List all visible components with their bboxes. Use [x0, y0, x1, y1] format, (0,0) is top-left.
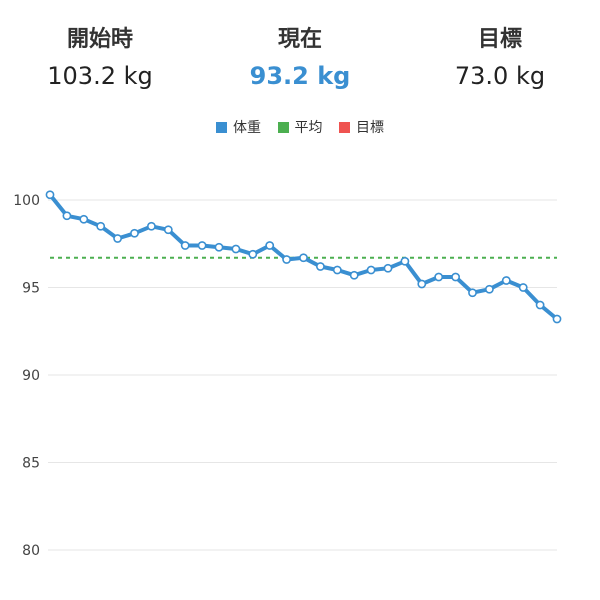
weight-point: [79, 214, 89, 224]
weight-point: [434, 272, 444, 282]
weight-point: [366, 265, 376, 275]
legend-item-average[interactable]: 平均: [277, 117, 323, 137]
weight-point: [451, 272, 460, 282]
weight-point: [214, 242, 224, 252]
weight-point: [535, 300, 545, 310]
stat-current: 現在 93.2 kg: [220, 24, 380, 92]
weight-point: [332, 265, 342, 275]
weight-point: [96, 221, 106, 231]
weight-point: [518, 283, 528, 292]
weight-point: [130, 228, 139, 238]
stat-start-label: 開始時: [66, 27, 133, 52]
weight-point: [231, 244, 241, 254]
weight-point: [552, 314, 562, 324]
stat-goal: 目標 73.0 kg: [420, 24, 580, 92]
weight-point: [468, 288, 477, 298]
weight-point: [265, 241, 275, 250]
legend-swatch-goal: [338, 121, 350, 133]
weight-point: [501, 276, 511, 285]
weight-point: [282, 255, 291, 264]
weight-point: [113, 234, 122, 243]
stat-goal-label: 目標: [477, 27, 522, 52]
weight-point: [383, 263, 393, 273]
chart-legend: 体重 平均 目標: [0, 117, 600, 137]
weight-point: [163, 225, 173, 235]
stat-start: 開始時 103.2 kg: [20, 24, 180, 92]
y-tick-label-95: 95: [22, 281, 40, 297]
y-tick-label-90: 90: [22, 368, 40, 384]
weight-point: [349, 270, 359, 280]
weight-point: [45, 190, 55, 200]
legend-label-goal: 目標: [355, 120, 384, 136]
y-tick-label-100: 100: [13, 193, 40, 209]
weight-point: [484, 284, 494, 294]
weight-point: [400, 256, 410, 266]
legend-label-average: 平均: [294, 120, 323, 136]
stat-current-value: 93.2 kg: [249, 62, 351, 90]
y-tick-label-80: 80: [22, 543, 40, 559]
weight-point: [180, 241, 190, 250]
weight-point: [62, 211, 72, 221]
stat-start-value: 103.2 kg: [47, 62, 153, 90]
stats-header: 開始時 103.2 kg 現在 93.2 kg 目標 73.0 kg: [0, 24, 600, 96]
legend-item-weight[interactable]: 体重: [216, 117, 261, 137]
weight-point: [417, 279, 427, 289]
weight-point: [248, 249, 258, 259]
weight-point: [315, 262, 325, 271]
weight-point: [146, 221, 156, 231]
stat-current-label: 現在: [277, 27, 322, 52]
legend-item-goal[interactable]: 目標: [338, 117, 384, 137]
legend-swatch-average: [277, 121, 289, 133]
stat-goal-value: 73.0 kg: [454, 62, 546, 90]
legend-swatch-weight: [216, 121, 228, 133]
legend-label-weight: 体重: [233, 120, 262, 136]
weight-point: [197, 241, 207, 250]
y-tick-label-85: 85: [22, 456, 40, 472]
weight-point: [299, 253, 308, 263]
